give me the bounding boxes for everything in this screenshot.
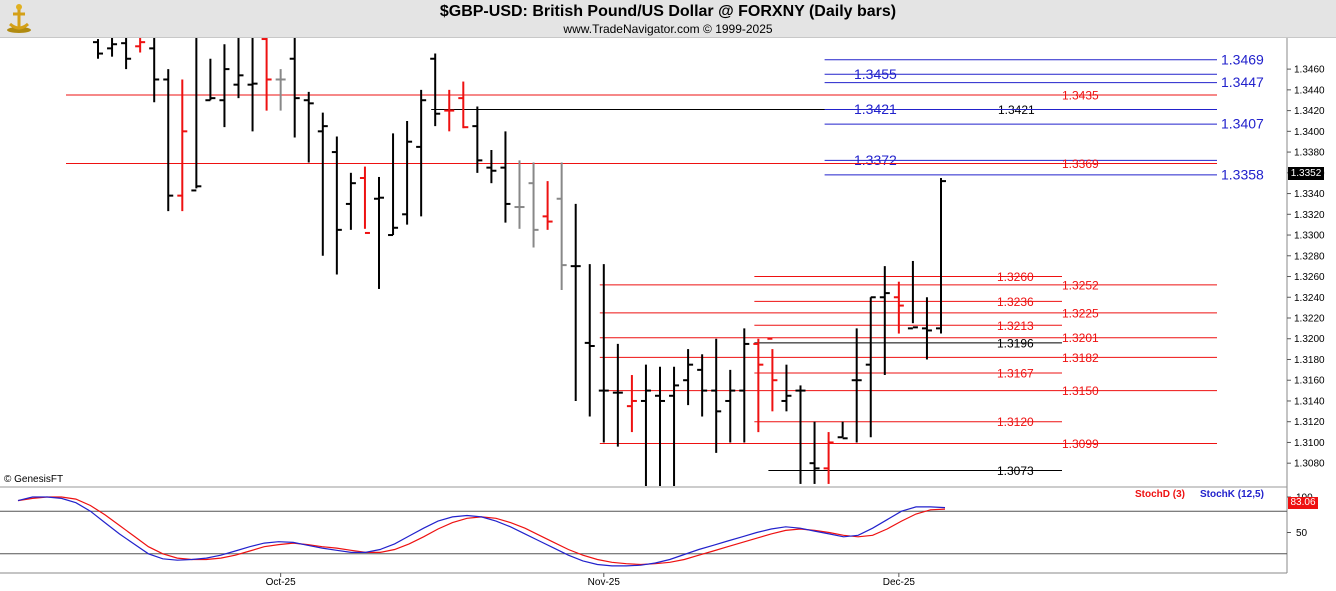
- last-price-tag: 1.3352: [1288, 167, 1324, 180]
- price-tick-label: 1.3380: [1294, 148, 1325, 159]
- chart-subtitle: www.TradeNavigator.com © 1999-2025: [563, 22, 773, 36]
- level-label: 1.3167: [997, 366, 1034, 380]
- date-tick-label: Dec-25: [883, 577, 916, 588]
- level-label: 1.3099: [1062, 437, 1099, 451]
- level-label: 1.3407: [1221, 116, 1264, 132]
- level-label: 1.3182: [1062, 351, 1099, 365]
- stochd-line: [17, 496, 946, 566]
- price-tick-label: 1.3440: [1294, 85, 1325, 96]
- level-label: 1.3447: [1221, 74, 1264, 90]
- level-label: 1.3073: [997, 464, 1034, 478]
- x-axis-background: [0, 573, 1336, 591]
- stoch-tick-label: 50: [1296, 528, 1308, 539]
- level-label: 1.3369: [1062, 157, 1099, 171]
- price-tick-label: 1.3400: [1294, 127, 1325, 138]
- price-tick-label: 1.3260: [1294, 272, 1325, 283]
- price-tick-label: 1.3340: [1294, 189, 1325, 200]
- price-tick-label: 1.3160: [1294, 376, 1325, 387]
- price-tick-label: 1.3140: [1294, 396, 1325, 407]
- level-label: 1.3213: [997, 319, 1034, 333]
- y-axis-background: [1287, 38, 1336, 573]
- chart-title: $GBP-USD: British Pound/US Dollar @ FORX…: [439, 3, 897, 20]
- date-tick-label: Nov-25: [588, 577, 621, 588]
- legend-stochk: StochK (12,5): [1200, 489, 1264, 500]
- level-label: 1.3225: [1062, 306, 1099, 320]
- price-tick-label: 1.3120: [1294, 417, 1325, 428]
- price-tick-label: 1.3420: [1294, 106, 1325, 117]
- stoch-last-value-tag: 83.06: [1288, 497, 1318, 509]
- price-tick-label: 1.3100: [1294, 438, 1325, 449]
- price-tick-label: 1.3300: [1294, 231, 1325, 242]
- price-tick-label: 1.3240: [1294, 293, 1325, 304]
- legend-stochd: StochD (3): [1135, 489, 1185, 500]
- level-label: 1.3435: [1062, 89, 1099, 103]
- date-tick-label: Oct-25: [266, 577, 296, 588]
- price-tick-label: 1.3460: [1294, 65, 1325, 76]
- price-tick-label: 1.3200: [1294, 334, 1325, 345]
- price-tick-label: 1.3220: [1294, 314, 1325, 325]
- stochk-line: [17, 496, 946, 567]
- price-tick-label: 1.3180: [1294, 355, 1325, 366]
- price-tick-label: 1.3080: [1294, 459, 1325, 470]
- chart-header: $GBP-USD: British Pound/US Dollar @ FORX…: [0, 0, 1336, 38]
- price-tick-label: 1.3320: [1294, 210, 1325, 221]
- level-label: 1.3455: [854, 66, 897, 82]
- level-label: 1.3358: [1221, 166, 1264, 182]
- level-label: 1.3372: [854, 152, 897, 168]
- level-label: 1.3196: [997, 336, 1034, 350]
- level-label: 1.3150: [1062, 384, 1099, 398]
- level-label: 1.3120: [997, 415, 1034, 429]
- level-label: 1.3252: [1062, 278, 1099, 292]
- level-label: 1.3421: [854, 101, 897, 117]
- level-label: 1.3260: [997, 270, 1034, 284]
- copyright-label: © GenesisFT: [4, 474, 64, 485]
- genesis-logo-icon: [4, 2, 34, 34]
- level-label: 1.3201: [1062, 331, 1099, 345]
- level-label: 1.3236: [997, 295, 1034, 309]
- price-tick-label: 1.3280: [1294, 251, 1325, 262]
- level-label: 1.3469: [1221, 51, 1264, 67]
